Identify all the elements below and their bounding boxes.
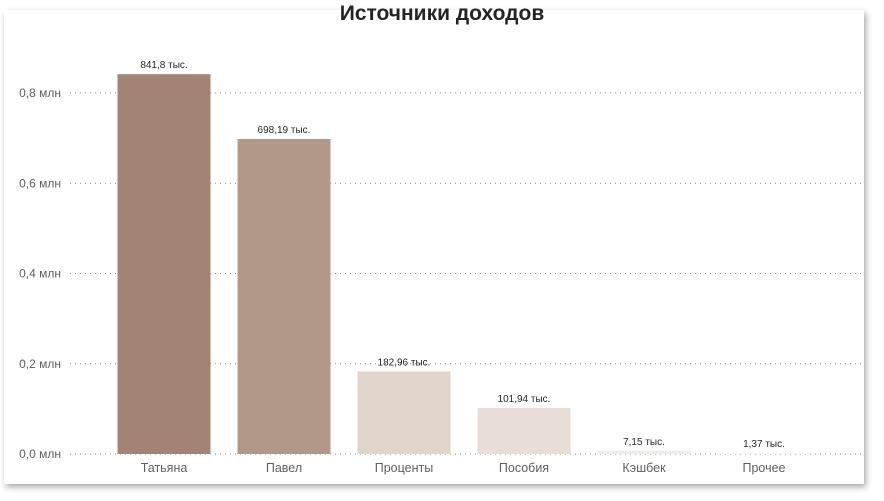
data-label: 182,96 тыс. — [378, 357, 431, 368]
data-label: 1,37 тыс. — [743, 439, 785, 450]
y-tick-label: 0,0 млн — [19, 447, 61, 461]
data-label: 841,8 тыс. — [140, 60, 187, 71]
bar — [717, 453, 811, 454]
bars — [117, 74, 811, 454]
x-category-label: Проценты — [375, 461, 433, 475]
x-category-label: Павел — [266, 461, 302, 475]
x-category-label: Татьяна — [141, 461, 188, 475]
y-tick-label: 0,6 млн — [19, 176, 61, 190]
data-label: 698,19 тыс. — [258, 125, 311, 136]
x-category-label: Прочее — [742, 461, 785, 475]
x-category-label: Кэшбек — [622, 461, 666, 475]
bar — [597, 450, 691, 454]
y-tick-label: 0,4 млн — [19, 267, 61, 281]
bar — [357, 371, 451, 454]
x-axis: Татьяна Павел Проценты Пособия Кэшбек Прочее — [141, 461, 786, 475]
y-tick-label: 0,2 млн — [19, 357, 61, 371]
data-label: 7,15 тыс. — [623, 437, 665, 448]
bar — [117, 74, 211, 454]
chart-title: Источники доходов — [339, 2, 545, 25]
x-category-label: Пособия — [499, 461, 549, 475]
data-labels: 841,8 тыс. 698,19 тыс. 182,96 тыс. 101,94 т… — [140, 60, 785, 450]
bar — [237, 138, 331, 454]
bar — [477, 407, 571, 454]
y-tick-label: 0,8 млн — [19, 86, 61, 100]
y-axis: 0,0 млн 0,2 млн 0,4 млн 0,6 млн 0,8 млн — [19, 86, 61, 461]
data-label: 101,94 тыс. — [498, 394, 551, 405]
